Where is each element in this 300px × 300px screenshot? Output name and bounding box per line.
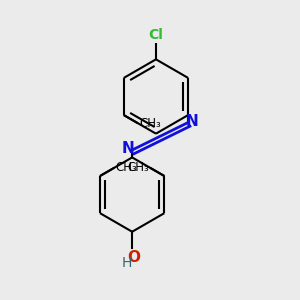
Text: CH₃: CH₃: [116, 161, 137, 174]
Text: CH₃: CH₃: [127, 161, 149, 174]
Text: O: O: [127, 250, 140, 265]
Text: H: H: [122, 256, 132, 270]
Text: CH₃: CH₃: [140, 117, 161, 130]
Text: N: N: [186, 114, 198, 129]
Text: Cl: Cl: [148, 28, 164, 42]
Text: N: N: [122, 141, 135, 156]
